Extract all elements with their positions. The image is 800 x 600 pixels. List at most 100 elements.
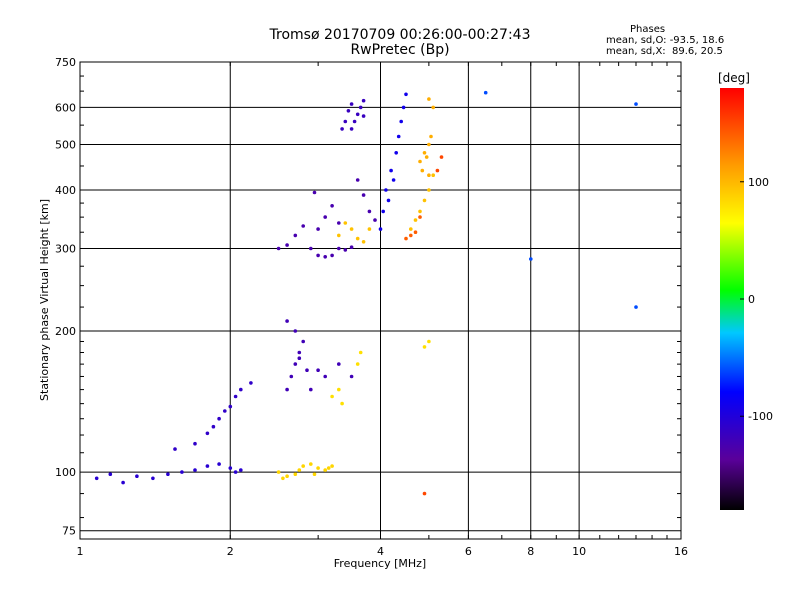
data-point [316, 227, 320, 231]
data-point [404, 92, 408, 97]
data-point [343, 119, 348, 124]
data-point [228, 404, 233, 409]
data-point [330, 204, 334, 208]
data-point [121, 480, 125, 485]
x-tick-label: 8 [527, 545, 534, 558]
data-point [349, 127, 354, 131]
data-point [358, 105, 363, 110]
data-point [233, 394, 238, 399]
y-tick-label: 400 [55, 184, 76, 197]
data-point [401, 105, 406, 110]
data-point [316, 368, 320, 373]
data-points [94, 90, 638, 496]
data-point [323, 254, 328, 259]
data-point [239, 387, 243, 392]
data-point [634, 102, 638, 106]
stats-line-o: mean, sd,O: -93.5, 18.6 [606, 35, 725, 46]
data-point [424, 155, 429, 159]
chart-subtitle: RwPretec (Bp) [350, 42, 450, 58]
colorbar-ticks: 100 0 -100 [740, 176, 773, 423]
data-point [355, 178, 360, 182]
data-point [217, 416, 221, 421]
data-point [439, 155, 444, 159]
data-point [285, 243, 289, 247]
data-point [420, 168, 425, 173]
data-point [228, 466, 233, 470]
data-point [301, 224, 306, 228]
data-point [297, 350, 302, 355]
y-tick-label: 750 [55, 56, 76, 69]
data-point [378, 227, 383, 231]
data-point [312, 190, 317, 195]
data-point [211, 424, 216, 429]
data-point [529, 257, 533, 261]
data-point [309, 246, 313, 251]
data-point [422, 491, 427, 496]
x-tick-label: 10 [572, 545, 586, 558]
data-point [285, 319, 289, 323]
data-point [108, 472, 113, 477]
stats-heading: Phases [630, 24, 666, 35]
data-point [173, 447, 177, 451]
data-point [233, 470, 238, 474]
y-tick-label: 500 [55, 139, 76, 152]
data-point [435, 168, 440, 173]
data-point [193, 468, 197, 472]
data-point [429, 134, 433, 139]
data-point [205, 431, 210, 436]
x-tick-label: 2 [227, 545, 234, 558]
y-tick-label: 75 [62, 525, 76, 538]
data-point [381, 209, 386, 214]
data-point [285, 387, 289, 392]
x-tick-label: 16 [674, 545, 688, 558]
data-point [352, 119, 357, 124]
colorbar-tick-label: 100 [748, 176, 769, 189]
data-point [413, 218, 418, 222]
data-point [180, 470, 184, 474]
data-point [422, 198, 427, 203]
data-point [427, 142, 431, 147]
x-tick-label: 6 [465, 545, 472, 558]
data-point [323, 374, 328, 379]
data-point [396, 134, 401, 139]
data-point [343, 248, 348, 252]
data-point [223, 409, 227, 413]
data-point [309, 462, 313, 466]
data-point [293, 233, 298, 238]
data-point [367, 209, 372, 214]
data-point [326, 466, 331, 470]
data-point [340, 127, 344, 131]
data-point [316, 253, 320, 258]
colorbar-tick-label: 0 [748, 293, 755, 306]
data-point [293, 329, 298, 333]
data-point [355, 112, 360, 117]
data-point [239, 468, 243, 472]
data-point [361, 240, 366, 244]
data-point [337, 387, 341, 392]
grid [80, 62, 681, 539]
data-point [337, 233, 341, 238]
data-point [358, 350, 363, 355]
data-point [323, 468, 328, 472]
data-point [323, 215, 328, 219]
data-point [427, 97, 431, 101]
y-tick-label: 200 [55, 325, 76, 338]
data-point [427, 188, 431, 192]
data-point [276, 246, 281, 251]
data-point [483, 90, 488, 95]
y-axis-ticks: 75 100 200 300 400 500 600 750 [55, 56, 681, 538]
colorbar-tick-label: -100 [748, 410, 773, 423]
y-axis-label: Stationary phase Virtual Height [km] [38, 199, 51, 401]
stats-line-x: mean, sd,X: 89.6, 20.5 [606, 46, 723, 57]
data-point [373, 218, 377, 222]
x-axis-label: Frequency [MHz] [334, 557, 426, 570]
data-point [391, 178, 396, 182]
data-point [340, 401, 344, 406]
data-point [94, 476, 99, 481]
data-point [386, 198, 391, 203]
data-point [330, 394, 334, 399]
y-tick-label: 600 [55, 101, 76, 114]
data-point [217, 462, 221, 466]
data-point [193, 441, 197, 446]
